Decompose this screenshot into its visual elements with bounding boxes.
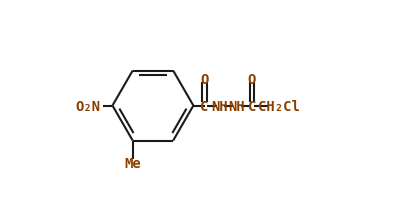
Text: NH: NH xyxy=(229,99,245,113)
Text: CH₂Cl: CH₂Cl xyxy=(258,99,300,113)
Text: O: O xyxy=(248,73,256,87)
Text: Me: Me xyxy=(124,156,141,170)
Text: C: C xyxy=(200,99,209,113)
Text: O₂N: O₂N xyxy=(76,99,101,113)
Text: C: C xyxy=(248,99,256,113)
Text: O: O xyxy=(200,73,209,87)
Text: NH: NH xyxy=(211,99,228,113)
